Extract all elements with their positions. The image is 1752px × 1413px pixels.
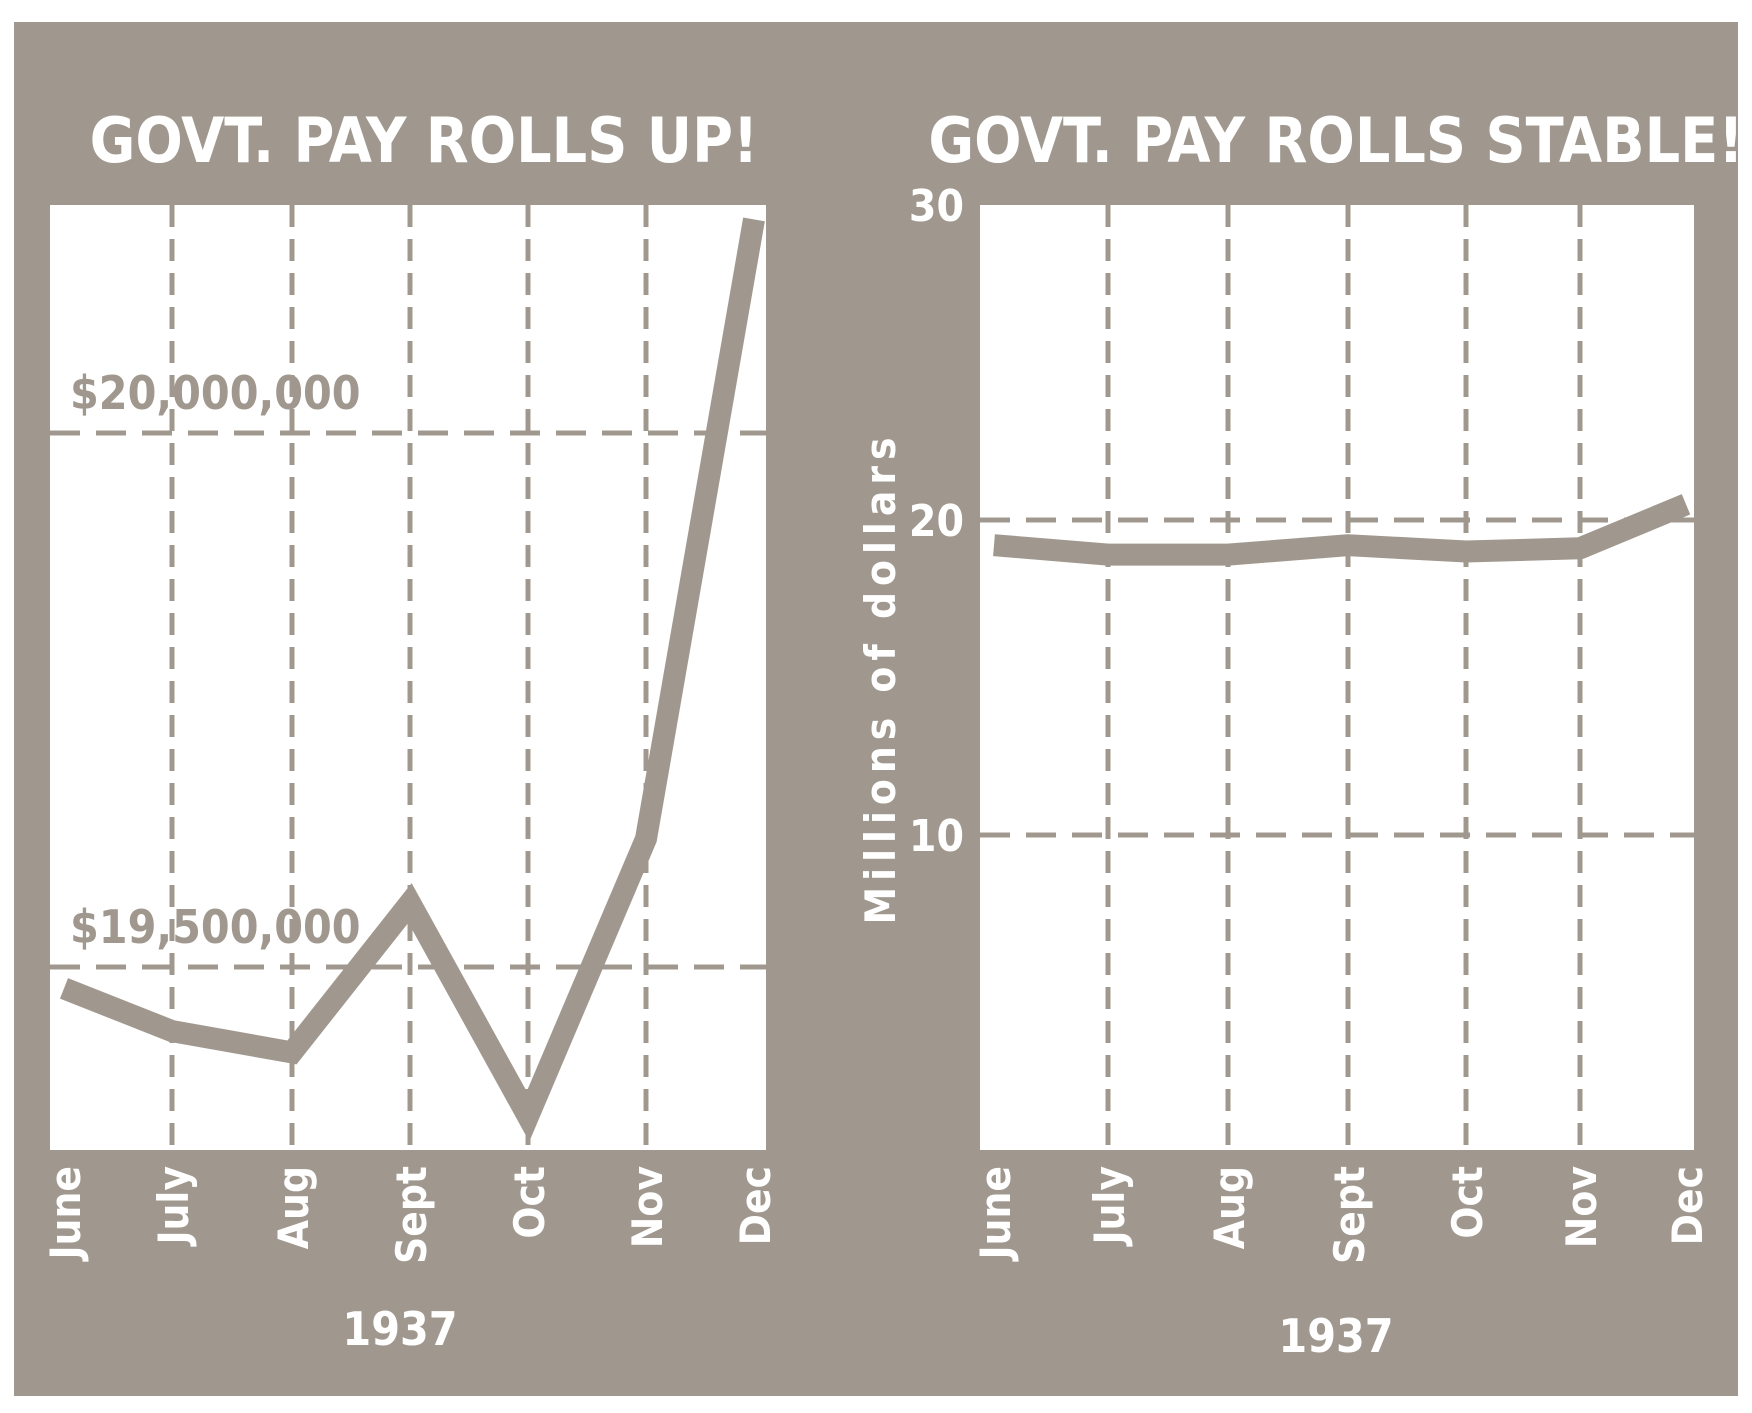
y-tick-label-10: 10 [909,811,964,862]
x-tick-label-dec: Dec [731,1166,780,1245]
x-gridlines-left [169,205,649,1150]
y-tick-label-20: 20 [909,496,964,547]
y-tick-labels-right: 10 20 30 [909,181,964,862]
x-tick-label-july: July [1085,1166,1134,1248]
chart-title-left: GOVT. PAY ROLLS UP! [90,104,759,177]
x-tick-label-oct: Oct [505,1166,554,1239]
x-tick-label-sept: Sept [387,1166,436,1264]
y-gridline-labels-left: $20,000,000 $19,500,000 [70,366,361,954]
x-tick-labels-right: June July Aug Sept Oct Nov Dec [971,1166,1712,1264]
x-tick-label-nov: Nov [1557,1166,1606,1249]
x-tick-label-june: June [41,1166,90,1263]
y-gridlines-right [980,517,1694,838]
y-tick-label-30: 30 [909,181,964,232]
gridline-label-19500000: $19,500,000 [70,900,361,954]
x-tick-label-june: June [971,1166,1020,1263]
x-tick-labels-left: June July Aug Sept Oct Nov Dec [41,1166,780,1264]
x-tick-label-july: July [149,1166,198,1248]
x-tick-label-nov: Nov [623,1166,672,1249]
chart-title-right: GOVT. PAY ROLLS STABLE! [928,104,1743,177]
series-left [59,217,765,1142]
gridline-label-20000000: $20,000,000 [70,366,361,420]
series-right [993,494,1691,566]
series-line [993,494,1691,566]
chart-left: GOVT. PAY ROLLS UP! $20,000,000 $19,500,… [41,104,780,1356]
x-tick-label-sept: Sept [1325,1166,1374,1264]
x-tick-label-oct: Oct [1443,1166,1492,1239]
y-gridlines-left [50,430,766,970]
x-tick-label-aug: Aug [1205,1166,1254,1249]
year-label-right: 1937 [1278,1309,1393,1363]
chart-right: GOVT. PAY ROLLS STABLE! 10 20 30 Million… [856,104,1744,1363]
series-line [59,217,765,1142]
plot-area-right [980,205,1694,1150]
year-label-left: 1937 [342,1302,457,1356]
x-tick-label-aug: Aug [269,1166,318,1249]
x-tick-label-dec: Dec [1663,1166,1712,1245]
y-axis-label-right: Millions of dollars [856,432,905,925]
x-gridlines-right [1105,205,1583,1150]
